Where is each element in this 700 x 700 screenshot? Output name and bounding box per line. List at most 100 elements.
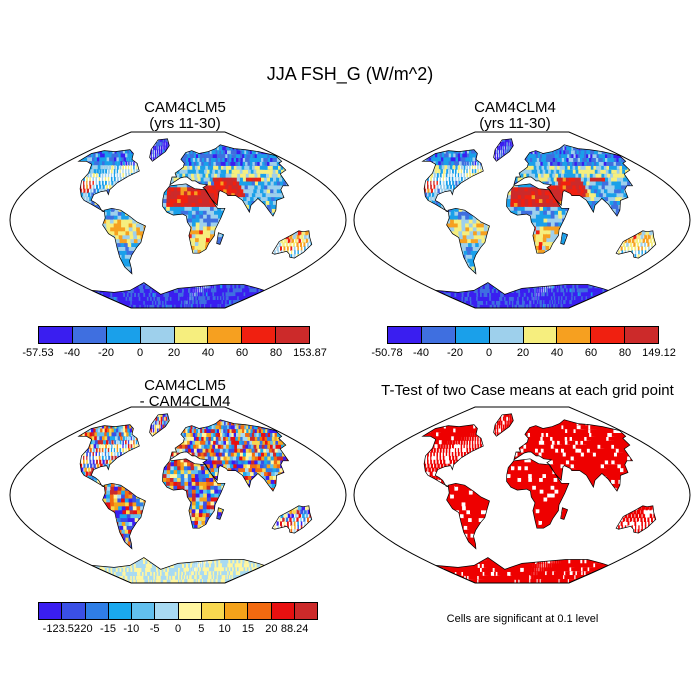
colorbar-swatch bbox=[455, 327, 490, 343]
coastline-mad bbox=[216, 507, 225, 520]
colorbar-tick-label: 80 bbox=[269, 347, 283, 359]
panel-2-title: CAM4CLM4 (yrs 11-30) bbox=[355, 100, 675, 132]
map-panel-case1 bbox=[9, 131, 347, 309]
coastline-eu bbox=[169, 419, 290, 492]
coastline-mad bbox=[560, 507, 569, 520]
colorbar-swatch bbox=[201, 603, 225, 619]
colorbar-tick-label: 60 bbox=[584, 347, 598, 359]
coastline-sa bbox=[446, 482, 490, 550]
map-border bbox=[353, 131, 691, 309]
colorbar-difference-labels: -123.52 -20 -15 -10 -5 0 5 10 15 20 88.24 bbox=[38, 623, 318, 637]
colorbar-swatch bbox=[388, 327, 422, 343]
coastline-au bbox=[271, 505, 313, 534]
colorbar-swatch bbox=[421, 327, 456, 343]
coastline-na bbox=[421, 149, 484, 213]
map-border bbox=[353, 406, 691, 584]
colorbar-swatch bbox=[106, 327, 141, 343]
map-panel-difference bbox=[9, 406, 347, 584]
colorbar-tick-label: -10 bbox=[123, 623, 140, 635]
colorbar-tick-label: 15 bbox=[241, 623, 255, 635]
colorbar-tick-label: 5 bbox=[198, 623, 205, 635]
colorbar-tick-label: 40 bbox=[201, 347, 215, 359]
coastline-gr bbox=[149, 413, 170, 437]
colorbar-swatch bbox=[271, 603, 295, 619]
colorbar-swatch bbox=[62, 603, 86, 619]
colorbar-swatch bbox=[72, 327, 107, 343]
colorbar-swatch bbox=[242, 327, 277, 343]
colorbar-tick-label: 80 bbox=[618, 347, 632, 359]
coastline-mad bbox=[560, 232, 569, 245]
panel-2-title-line2: (yrs 11-30) bbox=[479, 115, 551, 132]
colorbar-swatch bbox=[489, 327, 524, 343]
panel-4-title-line1: T-Test of two Case means at each grid po… bbox=[381, 382, 674, 399]
panel-3-title-line2: - CAM4CLM4 bbox=[139, 393, 231, 410]
panel-3-title: CAM4CLM5 - CAM4CLM4 bbox=[25, 378, 345, 410]
coastline-na bbox=[77, 149, 140, 213]
coastline-mad bbox=[216, 232, 225, 245]
colorbar-swatch bbox=[178, 603, 202, 619]
coastline-af bbox=[506, 458, 570, 529]
colorbar-tick-label: 20 bbox=[516, 347, 530, 359]
colorbar-tick-label: 20 bbox=[265, 623, 278, 635]
colorbar-tick-label: -57.53 bbox=[22, 347, 54, 359]
colorbar-swatch bbox=[108, 603, 132, 619]
colorbar-swatch bbox=[523, 327, 558, 343]
land-ant bbox=[91, 282, 265, 308]
panel-2-title-line1: CAM4CLM4 bbox=[474, 99, 556, 116]
colorbar-tick-label: -20 bbox=[98, 347, 114, 359]
colorbar-tick-label: 0 bbox=[174, 623, 182, 635]
colorbar-tick-label: 149.12 bbox=[642, 347, 676, 359]
panel-4-title: T-Test of two Case means at each grid po… bbox=[355, 383, 700, 399]
map-border bbox=[9, 406, 347, 584]
colorbar-case2-labels: -50.78 -40 -20 0 20 40 60 80 149.12 bbox=[371, 347, 675, 361]
colorbar-swatch bbox=[208, 327, 243, 343]
coastline-au bbox=[271, 230, 313, 259]
land-ant bbox=[435, 557, 609, 583]
panel-3-title-line1: CAM4CLM5 bbox=[144, 377, 226, 394]
colorbar-swatch bbox=[155, 603, 179, 619]
colorbar-swatch bbox=[557, 327, 592, 343]
colorbar-tick-label: -40 bbox=[413, 347, 429, 359]
land-sa bbox=[102, 483, 146, 549]
map-panel-ttest bbox=[353, 406, 691, 584]
coastline-af bbox=[162, 183, 226, 254]
colorbar-swatch bbox=[39, 603, 63, 619]
colorbar-swatch bbox=[132, 603, 156, 619]
coastline-gr bbox=[149, 138, 170, 162]
colorbar-swatch bbox=[225, 603, 249, 619]
colorbar-swatch bbox=[248, 603, 272, 619]
colorbar-tick-label: 153.87 bbox=[293, 347, 327, 359]
colorbar-swatch bbox=[140, 327, 175, 343]
colorbar-tick-label: -5 bbox=[149, 623, 160, 635]
colorbar-swatch bbox=[294, 603, 317, 619]
coastline-af bbox=[506, 183, 570, 254]
colorbar-swatch bbox=[591, 327, 626, 343]
panel-1-title-line2: (yrs 11-30) bbox=[149, 115, 221, 132]
land-ant bbox=[435, 282, 609, 308]
land-ant bbox=[91, 557, 265, 583]
colorbar-tick-label: 40 bbox=[550, 347, 564, 359]
land-au bbox=[272, 230, 312, 259]
coastline-au bbox=[615, 505, 657, 534]
colorbar-tick-label: 10 bbox=[218, 623, 231, 635]
coastline-au bbox=[615, 230, 657, 259]
coastline-na bbox=[77, 424, 140, 488]
coastline-gr bbox=[493, 138, 514, 162]
colorbar-swatch bbox=[625, 327, 658, 343]
land-sa bbox=[102, 208, 146, 274]
coastline-eu bbox=[513, 419, 634, 492]
colorbar-swatch bbox=[174, 327, 209, 343]
coastline-eu bbox=[513, 144, 634, 217]
map-panel-case2 bbox=[353, 131, 691, 309]
colorbar-tick-label: 88.24 bbox=[280, 623, 309, 635]
colorbar-case1 bbox=[38, 326, 310, 344]
coastline-af bbox=[162, 458, 226, 529]
colorbar-swatch bbox=[85, 603, 109, 619]
land-au bbox=[616, 230, 656, 259]
colorbar-tick-label: 20 bbox=[167, 347, 181, 359]
colorbar-tick-label: -20 bbox=[447, 347, 463, 359]
land-sa bbox=[446, 483, 490, 549]
colorbar-tick-label: -40 bbox=[64, 347, 80, 359]
land-sa bbox=[446, 208, 490, 274]
colorbar-tick-label: -20 bbox=[76, 623, 93, 635]
